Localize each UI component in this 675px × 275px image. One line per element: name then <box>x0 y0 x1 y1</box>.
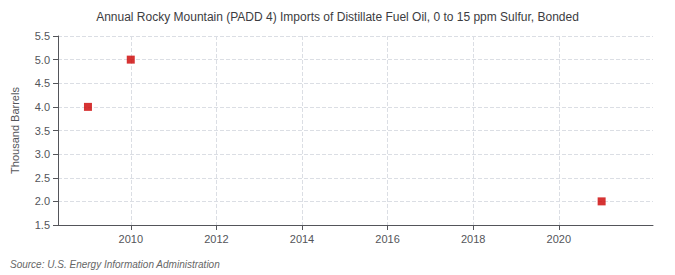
svg-text:4.5: 4.5 <box>35 77 50 89</box>
svg-text:2016: 2016 <box>375 233 399 245</box>
svg-text:2010: 2010 <box>119 233 143 245</box>
svg-text:2014: 2014 <box>290 233 314 245</box>
svg-text:2020: 2020 <box>547 233 571 245</box>
svg-text:Source: U.S. Energy Informatio: Source: U.S. Energy Information Administ… <box>10 259 220 270</box>
svg-text:2.0: 2.0 <box>35 195 50 207</box>
svg-text:5.0: 5.0 <box>35 54 50 66</box>
svg-text:3.0: 3.0 <box>35 148 50 160</box>
svg-text:4.0: 4.0 <box>35 101 50 113</box>
svg-text:2.5: 2.5 <box>35 172 50 184</box>
svg-text:2018: 2018 <box>461 233 485 245</box>
svg-text:2012: 2012 <box>204 233 228 245</box>
svg-text:Annual Rocky Mountain (PADD 4): Annual Rocky Mountain (PADD 4) Imports o… <box>96 10 579 24</box>
svg-text:1.5: 1.5 <box>35 219 50 231</box>
svg-text:5.5: 5.5 <box>35 30 50 42</box>
svg-text:Thousand Barrels: Thousand Barrels <box>9 87 21 174</box>
svg-text:3.5: 3.5 <box>35 125 50 137</box>
